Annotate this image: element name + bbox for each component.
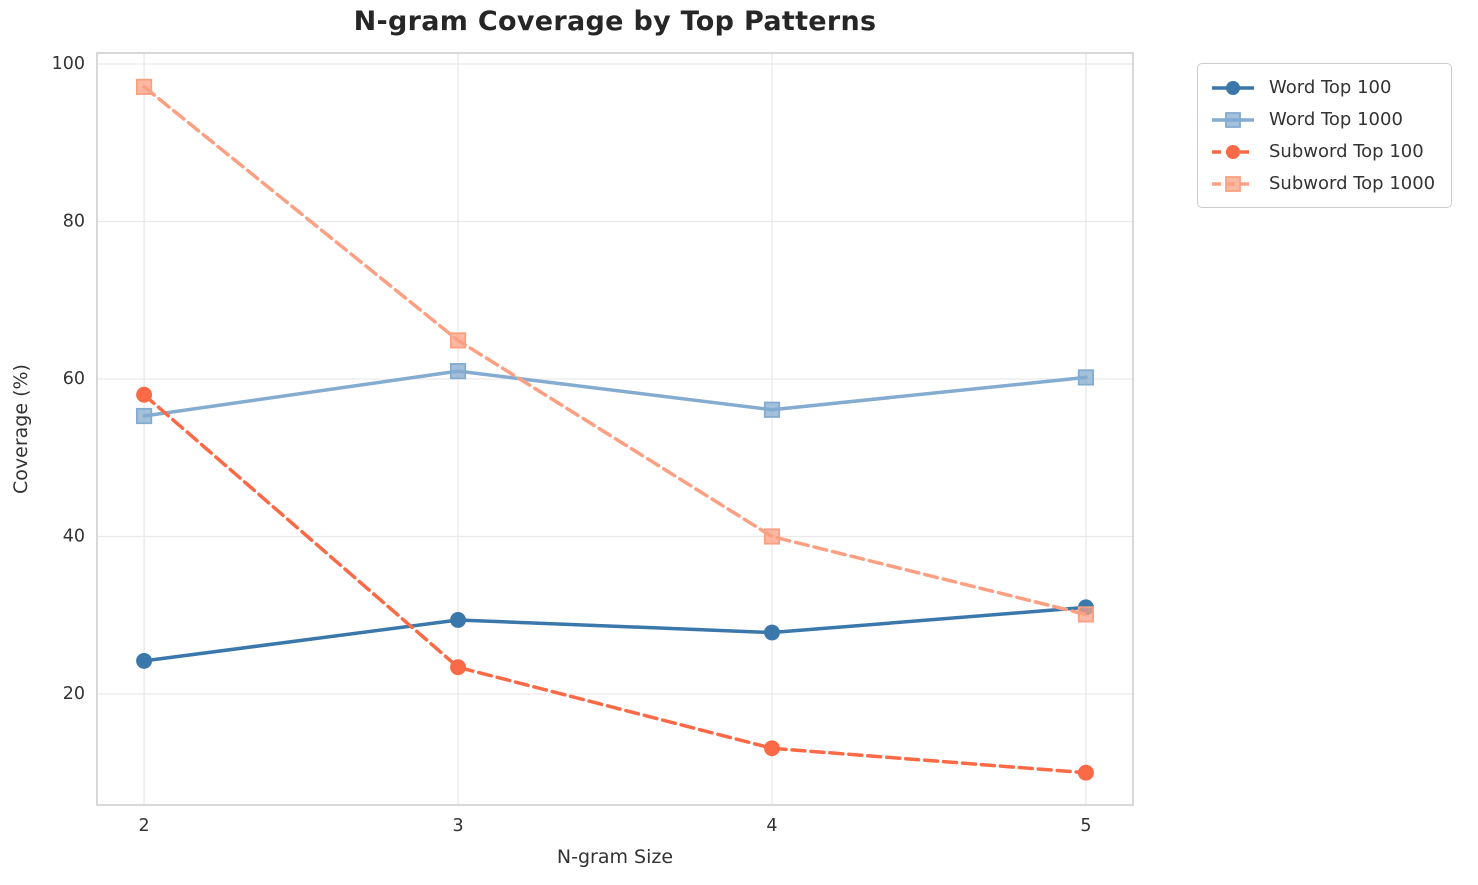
legend-item-word-top-100: Word Top 100 bbox=[1210, 74, 1435, 101]
data-point-subword-top-1000-x4 bbox=[763, 528, 781, 545]
y-tick-label-20: 20 bbox=[63, 684, 85, 704]
legend-label-subword-top-1000: Subword Top 1000 bbox=[1269, 173, 1436, 194]
data-point-subword-top-1000-x5 bbox=[1077, 606, 1095, 623]
data-point-subword-top-1000-x2 bbox=[135, 78, 153, 95]
data-point-subword-top-100-x2 bbox=[136, 386, 153, 403]
legend-marker-word-top-1000 bbox=[1212, 111, 1254, 128]
plot-border bbox=[96, 52, 1134, 806]
y-axis-label: Coverage (%) bbox=[10, 364, 32, 494]
data-point-word-top-1000-x4 bbox=[763, 401, 781, 418]
data-point-word-top-100-x2 bbox=[136, 652, 153, 669]
legend-label-subword-top-100: Subword Top 100 bbox=[1269, 141, 1424, 162]
x-tick-label-4: 4 bbox=[766, 816, 777, 836]
data-point-word-top-100-x4 bbox=[764, 624, 780, 641]
data-point-word-top-100-x3 bbox=[450, 612, 466, 628]
series-line-word-top-100 bbox=[142, 605, 1088, 663]
x-axis-label: N-gram Size bbox=[556, 846, 674, 868]
x-tick-label-5: 5 bbox=[1080, 816, 1091, 836]
legend-marker-word-top-100 bbox=[1212, 80, 1254, 95]
legend-label-word-top-1000: Word Top 1000 bbox=[1269, 109, 1403, 130]
chart-title: N-gram Coverage by Top Patterns bbox=[353, 6, 877, 37]
x-tick-label-3: 3 bbox=[452, 816, 463, 836]
legend-item-word-top-1000: Word Top 1000 bbox=[1210, 106, 1435, 133]
y-tick-label-80: 80 bbox=[63, 212, 85, 232]
y-tick-label-100: 100 bbox=[52, 54, 85, 74]
legend-box: Word Top 100 Word Top 1000 Subword Top 100… bbox=[1197, 63, 1453, 208]
series-line-subword-top-100 bbox=[142, 392, 1088, 775]
data-point-subword-top-100-x3 bbox=[450, 659, 466, 676]
data-point-word-top-1000-x2 bbox=[135, 407, 153, 425]
legend-label-word-top-100: Word Top 100 bbox=[1269, 77, 1392, 98]
legend-item-subword-top-1000: Subword Top 1000 bbox=[1210, 170, 1435, 197]
data-point-subword-top-100-x5 bbox=[1077, 764, 1094, 781]
legend-item-subword-top-100: Subword Top 100 bbox=[1210, 138, 1435, 165]
data-point-word-top-1000-x5 bbox=[1077, 369, 1095, 386]
x-tick-label-2: 2 bbox=[139, 816, 150, 836]
series-line-subword-top-1000 bbox=[142, 85, 1088, 617]
legend-marker-subword-top-1000 bbox=[1212, 175, 1254, 192]
legend-marker-subword-top-100 bbox=[1212, 144, 1254, 159]
y-tick-label-60: 60 bbox=[63, 369, 85, 389]
data-point-subword-top-1000-x3 bbox=[449, 332, 467, 349]
y-tick-label-40: 40 bbox=[63, 526, 85, 546]
series-line-word-top-1000 bbox=[142, 369, 1088, 418]
data-point-word-top-1000-x3 bbox=[449, 363, 467, 380]
data-point-subword-top-100-x4 bbox=[764, 740, 780, 757]
